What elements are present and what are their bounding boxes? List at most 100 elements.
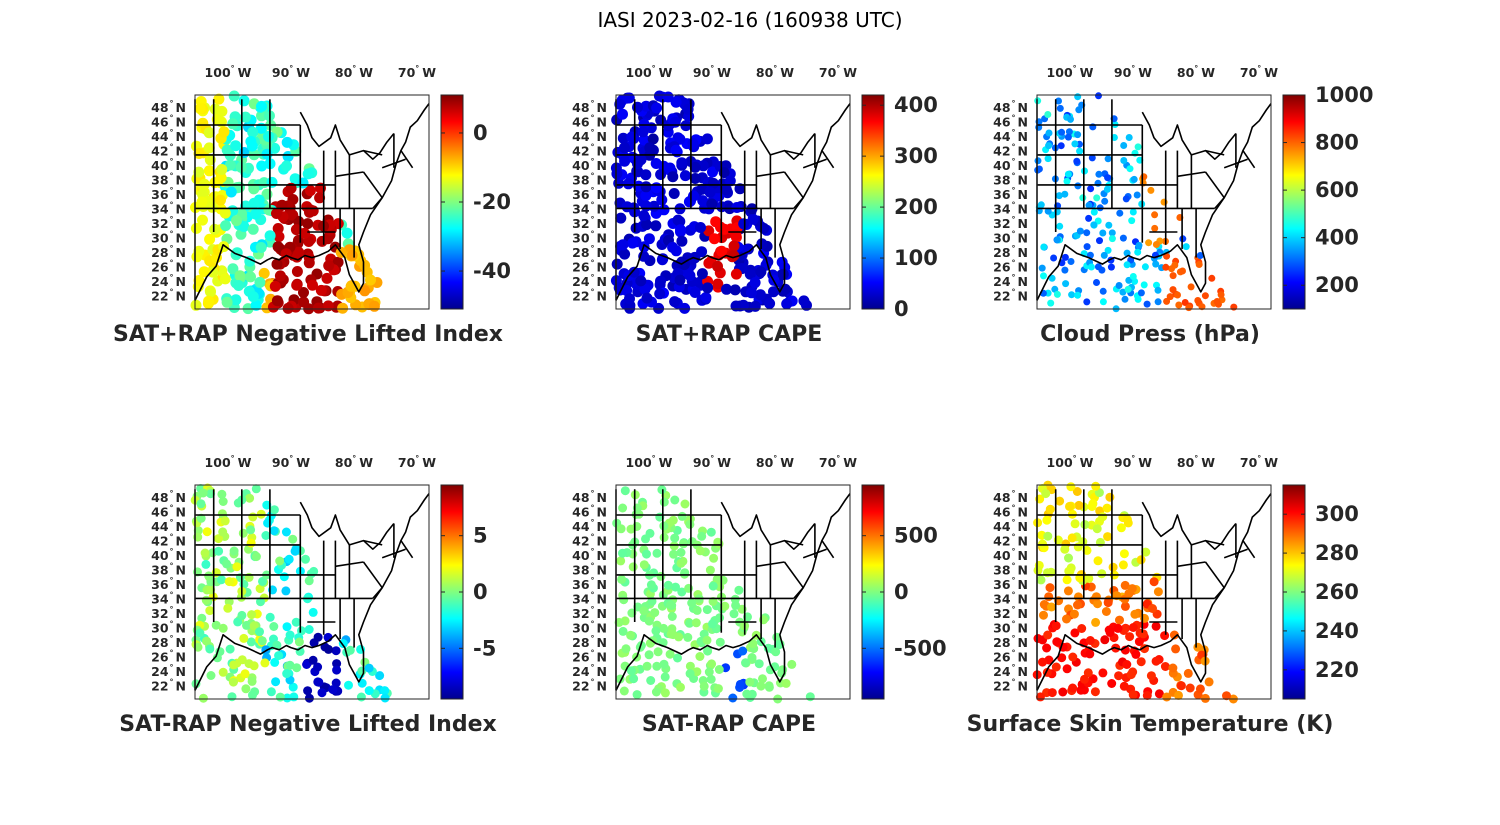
data-point [1047, 602, 1056, 612]
plot-frame [194, 94, 430, 310]
data-point [1038, 264, 1046, 272]
data-point [1131, 649, 1141, 659]
data-point [256, 160, 268, 172]
data-point [1151, 656, 1161, 666]
data-points [190, 90, 383, 315]
data-point [1065, 128, 1073, 136]
data-point [676, 682, 685, 692]
lat-tick-label: 42° N [151, 533, 186, 549]
data-point [741, 658, 750, 668]
data-point [679, 170, 691, 182]
data-point [328, 685, 338, 695]
state-border [802, 548, 827, 559]
data-point [222, 559, 232, 569]
data-point [203, 165, 215, 177]
data-point [285, 630, 295, 640]
data-point [304, 576, 314, 586]
data-point [225, 186, 237, 198]
data-point [758, 222, 770, 234]
map-panel-dnli: 100° W 90° W 80° W 70° W 48° N46° N44° N42° N40° N38°… [119, 454, 496, 737]
data-point [749, 277, 761, 289]
data-point [237, 655, 247, 665]
data-point [1121, 623, 1131, 633]
state-border [1205, 539, 1225, 546]
data-point [644, 142, 656, 154]
data-point [1070, 519, 1080, 529]
data-point [764, 682, 774, 692]
data-point [1076, 147, 1084, 155]
data-point [1122, 515, 1132, 524]
lat-tick-label: 40° N [993, 547, 1028, 563]
data-point [1066, 482, 1076, 492]
data-point [1091, 481, 1101, 491]
state-border [1205, 149, 1225, 156]
colorbar [1282, 94, 1306, 310]
data-point [241, 684, 251, 694]
data-point [1105, 221, 1113, 229]
data-point [245, 271, 256, 283]
data-point [245, 493, 255, 503]
data-point [1114, 671, 1124, 681]
lat-tick-label: 46° N [572, 504, 607, 520]
colorbar-tick-label: 0 [894, 297, 909, 321]
data-point [1074, 182, 1082, 190]
data-point [1058, 128, 1066, 136]
data-point [684, 270, 696, 281]
data-point [1128, 623, 1138, 632]
lat-tick-label: 48° N [151, 99, 186, 115]
lat-tick-label: 28° N [993, 634, 1028, 650]
data-point [219, 273, 231, 285]
lat-tick-label: 24° N [151, 663, 186, 679]
data-point [217, 575, 226, 585]
data-point [214, 546, 224, 556]
data-point [203, 127, 215, 139]
great-lakes-outline [299, 501, 395, 551]
data-point [619, 142, 630, 154]
data-point [1134, 295, 1142, 303]
data-point [1080, 520, 1090, 530]
figure-title: IASI 2023-02-16 (160938 UTC) [597, 8, 902, 32]
data-point [269, 505, 279, 515]
data-point [747, 653, 757, 662]
data-point [304, 625, 314, 634]
data-point [202, 527, 212, 537]
data-point [1095, 170, 1103, 178]
data-point [206, 489, 216, 499]
data-point [754, 289, 766, 301]
lon-tick-label: 80° W [756, 64, 794, 80]
data-point [1119, 234, 1127, 242]
data-point [731, 600, 741, 610]
data-point [302, 660, 312, 669]
data-point [1098, 512, 1108, 522]
data-point [1099, 298, 1107, 306]
data-point [1149, 577, 1159, 587]
data-point [331, 646, 341, 656]
lat-tick-label: 42° N [151, 143, 186, 159]
data-point [301, 554, 310, 564]
data-point [692, 667, 702, 677]
lat-tick-label: 34° N [151, 591, 186, 607]
data-point [257, 636, 267, 646]
state-border [372, 197, 383, 209]
data-point [621, 644, 631, 654]
data-point [638, 134, 650, 146]
data-point [1152, 260, 1160, 268]
data-point [660, 672, 670, 682]
data-point [1120, 580, 1130, 590]
data-point [618, 503, 628, 513]
data-point [768, 286, 779, 298]
data-point [359, 285, 371, 297]
lat-tick-label: 38° N [151, 562, 186, 578]
data-point [1033, 565, 1043, 575]
data-point [1058, 687, 1068, 697]
data-point [196, 499, 206, 509]
colorbar-tick-label: 400 [894, 93, 938, 117]
data-point [230, 140, 242, 152]
colorbar-tick-label: -500 [894, 636, 947, 660]
data-point [1053, 236, 1061, 244]
colorbar [861, 94, 885, 310]
data-point [1047, 688, 1057, 698]
data-point [660, 688, 670, 698]
data-point [746, 287, 757, 299]
data-point [1061, 253, 1069, 261]
